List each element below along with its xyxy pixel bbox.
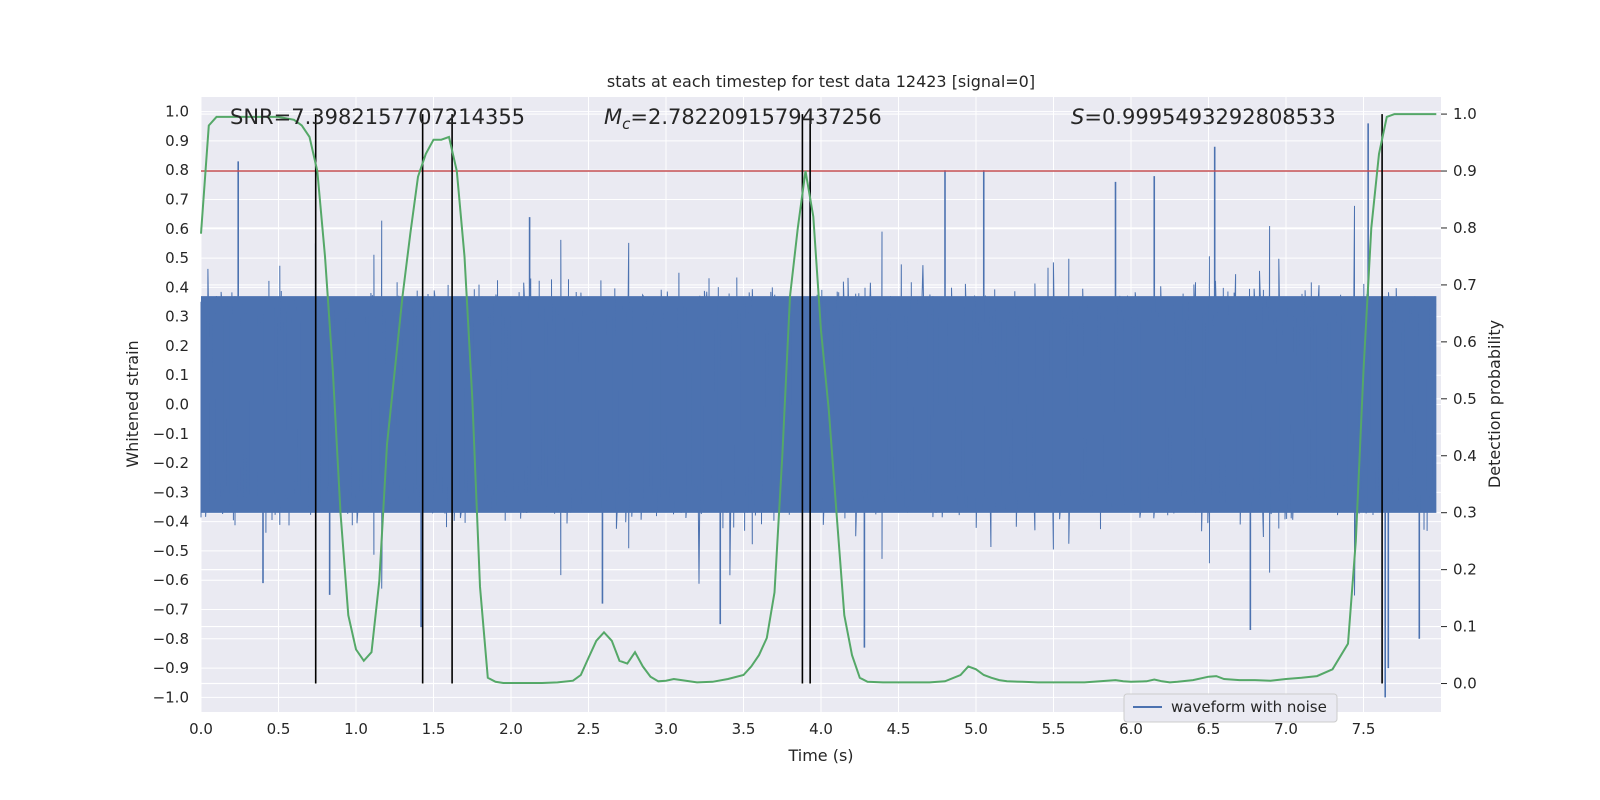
detection-probability-line: [200, 113, 1437, 684]
waveform-with-noise-series: [200, 123, 1437, 698]
legend: waveform with noise: [1123, 693, 1338, 723]
x-tick-label: 2.5: [577, 720, 601, 738]
x-tick-label: 0.0: [189, 720, 213, 738]
x-axis-ticks: 0.0 0.5 1.0 1.5 2.0 2.5 3.0 3.5 4.0 4.5 5.0 5.5 6.0 6…: [189, 720, 1375, 738]
x-tick-label: 1.0: [344, 720, 368, 738]
legend-box: [1123, 693, 1338, 723]
y-left-tick-label: −1.0: [153, 688, 189, 706]
chirp-mass-value: =2.7822091579437256: [630, 105, 881, 129]
x-tick-label: 1.5: [422, 720, 446, 738]
y-right-tick-label: 0.2: [1453, 561, 1477, 579]
y-right-tick-label: 0.1: [1453, 618, 1477, 636]
y-left-tick-label: −0.4: [153, 513, 189, 531]
y-left-tick-label: −0.2: [153, 454, 189, 472]
y-left-tick-label: 0.0: [165, 396, 189, 414]
y-left-tick-label: −0.3: [153, 483, 189, 501]
x-tick-label: 3.5: [732, 720, 756, 738]
x-tick-label: 6.5: [1197, 720, 1221, 738]
y-left-tick-label: −0.9: [153, 659, 189, 677]
y-axis-left-ticks: 1.0 0.9 0.8 0.7 0.6 0.5 0.4 0.3 0.2 0.1 0.0 −0.1 −0.…: [153, 103, 189, 707]
y-right-tick-label: 1.0: [1453, 105, 1477, 123]
y-right-tick-label: 0.0: [1453, 675, 1477, 693]
s-symbol: S: [1071, 105, 1084, 129]
y-left-tick-label: 0.9: [165, 132, 189, 150]
y-left-tick-label: −0.1: [153, 425, 189, 443]
y-left-tick-label: 0.4: [165, 278, 189, 296]
y-left-tick-label: 1.0: [165, 103, 189, 121]
x-tick-label: 5.5: [1042, 720, 1066, 738]
x-tick-label: 6.0: [1119, 720, 1143, 738]
x-tick-label: 7.5: [1352, 720, 1376, 738]
y-left-tick-label: −0.5: [153, 542, 189, 560]
y-right-tick-label: 0.9: [1453, 162, 1477, 180]
y-right-tick-label: 0.6: [1453, 333, 1477, 351]
y-left-tick-label: 0.3: [165, 308, 189, 326]
y-left-tick-label: −0.8: [153, 630, 189, 648]
detection-probability-series: [200, 113, 1437, 684]
x-tick-label: 7.0: [1274, 720, 1298, 738]
y-right-tick-label: 0.5: [1453, 390, 1477, 408]
chirp-mass-symbol: M: [604, 105, 622, 129]
s-value: =0.9995493292808533: [1084, 105, 1335, 129]
x-tick-label: 2.0: [499, 720, 523, 738]
waveform-trace: [200, 205, 1437, 596]
y-axis-right-title: Detection probability: [1485, 320, 1504, 488]
chart-title: stats at each timestep for test data 124…: [607, 72, 1035, 91]
x-tick-label: 5.0: [964, 720, 988, 738]
chirp-mass-subscript: c: [622, 115, 631, 133]
x-tick-label: 3.0: [654, 720, 678, 738]
y-left-tick-label: 0.5: [165, 249, 189, 267]
y-right-tick-label: 0.7: [1453, 276, 1477, 294]
snr-annotation: SNR=7.3982157707214355: [230, 105, 525, 129]
y-left-tick-label: 0.1: [165, 366, 189, 384]
y-right-tick-label: 0.3: [1453, 504, 1477, 522]
x-tick-label: 0.5: [267, 720, 291, 738]
y-left-tick-label: −0.7: [153, 601, 189, 619]
y-left-tick-label: 0.8: [165, 161, 189, 179]
y-left-tick-label: −0.6: [153, 571, 189, 589]
legend-label: waveform with noise: [1171, 698, 1327, 716]
y-axis-left-title: Whitened strain: [123, 340, 142, 467]
x-tick-label: 4.0: [809, 720, 833, 738]
y-left-tick-label: 0.7: [165, 191, 189, 209]
x-tick-label: 4.5: [887, 720, 911, 738]
y-right-tick-label: 0.8: [1453, 219, 1477, 237]
y-left-tick-label: 0.2: [165, 337, 189, 355]
chirp-mass-annotation: Mc=2.7822091579437256: [604, 105, 882, 133]
y-axis-right-ticks: 1.0 0.9 0.8 0.7 0.6 0.5 0.4 0.3 0.2 0.1 0.0: [1441, 105, 1477, 693]
y-left-tick-label: 0.6: [165, 220, 189, 238]
vertical-markers: [314, 114, 1383, 684]
y-right-tick-label: 0.4: [1453, 447, 1477, 465]
x-axis-title: Time (s): [787, 746, 853, 765]
s-annotation: S=0.9995493292808533: [1071, 105, 1336, 129]
